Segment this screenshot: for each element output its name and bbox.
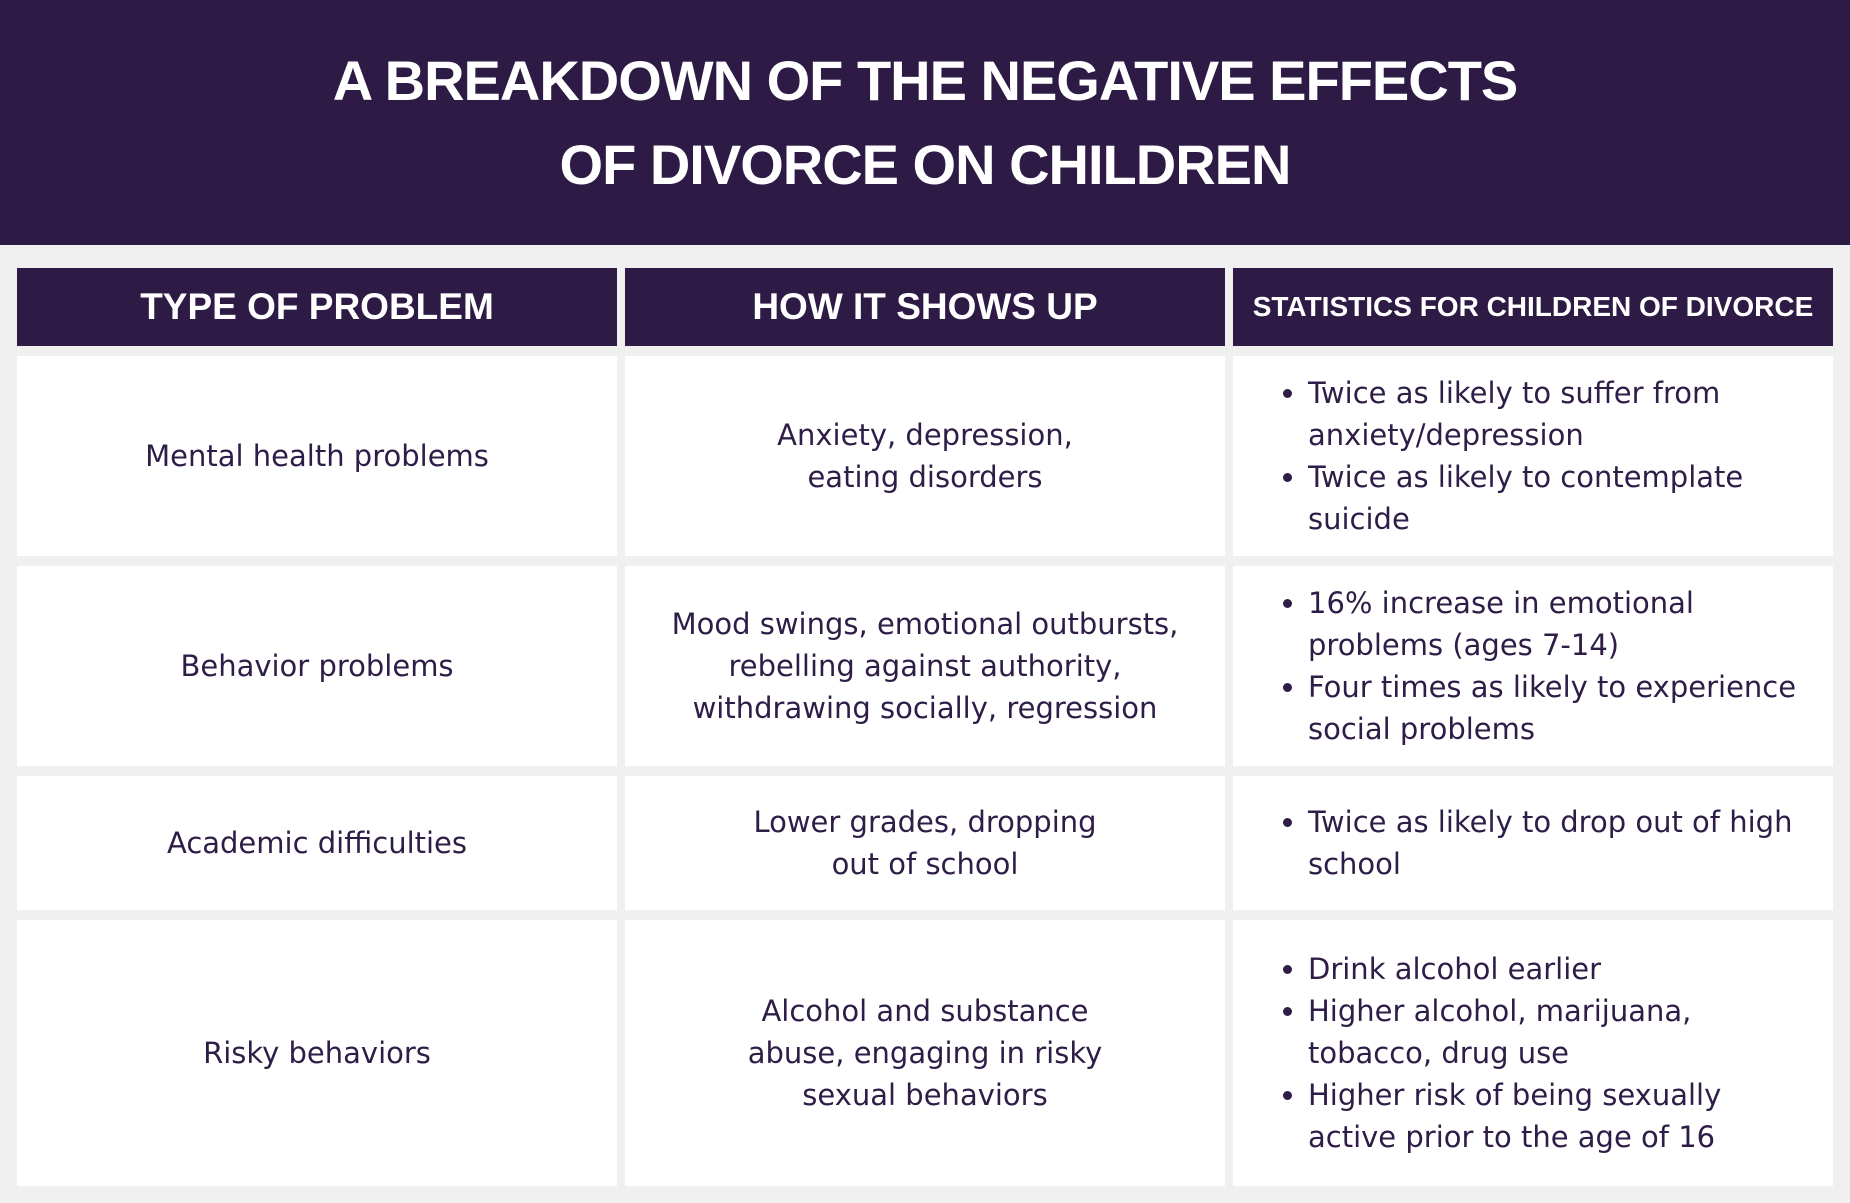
stat-list: Twice as likely to suffer from anxiety/d… [1233,372,1833,540]
column-header: STATISTICS FOR CHILDREN OF DIVORCE [1233,268,1833,346]
problem: Mental health problems [145,439,489,473]
stat-item: Twice as likely to drop out of high scho… [1308,801,1813,885]
stat-item: Four times as likely to experience socia… [1308,666,1813,750]
cell: Anxiety, depression, eating disorders [625,356,1225,556]
cell: Risky behaviors [17,920,617,1186]
stat-list: Drink alcohol earlierHigher alcohol, mar… [1233,948,1833,1158]
stat-item: Higher alcohol, marijuana, tobacco, drug… [1308,990,1813,1074]
problem: Academic difficulties [166,826,468,860]
text-line: Alcohol and substance [761,994,1089,1028]
stat-list: Twice as likely to drop out of high scho… [1233,801,1833,885]
stat-item: 16% increase in emotional problems (ages… [1308,582,1813,666]
header: A BREAKDOWN OF THE NEGATIVE EFFECTS OF DI… [0,0,1850,245]
stat-item: Twice as likely to contemplate suicide [1308,456,1813,540]
cell: Twice as likely to suffer from anxiety/d… [1233,356,1833,556]
cell: Behavior problems [17,566,617,766]
cell: Academic difficulties [17,776,617,910]
cell: Alcohol and substance abuse, engaging in … [625,920,1225,1186]
text-line: Lower grades, dropping [753,805,1097,839]
stat-item: Higher risk of being sexually active pri… [1308,1074,1813,1158]
table: TYPE OF PROBLEM HOW IT SHOWS UP STATISTICS… [17,268,1833,1186]
text-line: Mood swings, emotional outbursts, [671,607,1179,641]
text-line: out of school [831,847,1019,881]
text-line: Anxiety, depression, [777,418,1073,452]
column-header: HOW IT SHOWS UP [625,268,1225,346]
text-line: abuse, engaging in risky [747,1036,1103,1070]
title-line: A BREAKDOWN OF THE NEGATIVE EFFECTS [332,48,1519,112]
title-line: OF DIVORCE ON CHILDREN [559,132,1292,196]
stat-item: Twice as likely to suffer from anxiety/d… [1308,372,1813,456]
problem: Behavior problems [180,649,454,683]
text-line: rebelling against authority, [728,649,1122,683]
text-line: sexual behaviors [802,1078,1048,1112]
column-header: TYPE OF PROBLEM [17,268,617,346]
cell: Drink alcohol earlierHigher alcohol, mar… [1233,920,1833,1186]
cell: Lower grades, dropping out of school [625,776,1225,910]
stat-list: 16% increase in emotional problems (ages… [1233,582,1833,750]
text-line: eating disorders [807,460,1043,494]
problem: Risky behaviors [203,1036,431,1070]
stat-item: Drink alcohol earlier [1308,948,1813,990]
cell: Twice as likely to drop out of high scho… [1233,776,1833,910]
cell: Mood swings, emotional outbursts, rebelli… [625,566,1225,766]
text-line: withdrawing socially, regression [692,691,1158,725]
cell: Mental health problems [17,356,617,556]
cell: 16% increase in emotional problems (ages… [1233,566,1833,766]
